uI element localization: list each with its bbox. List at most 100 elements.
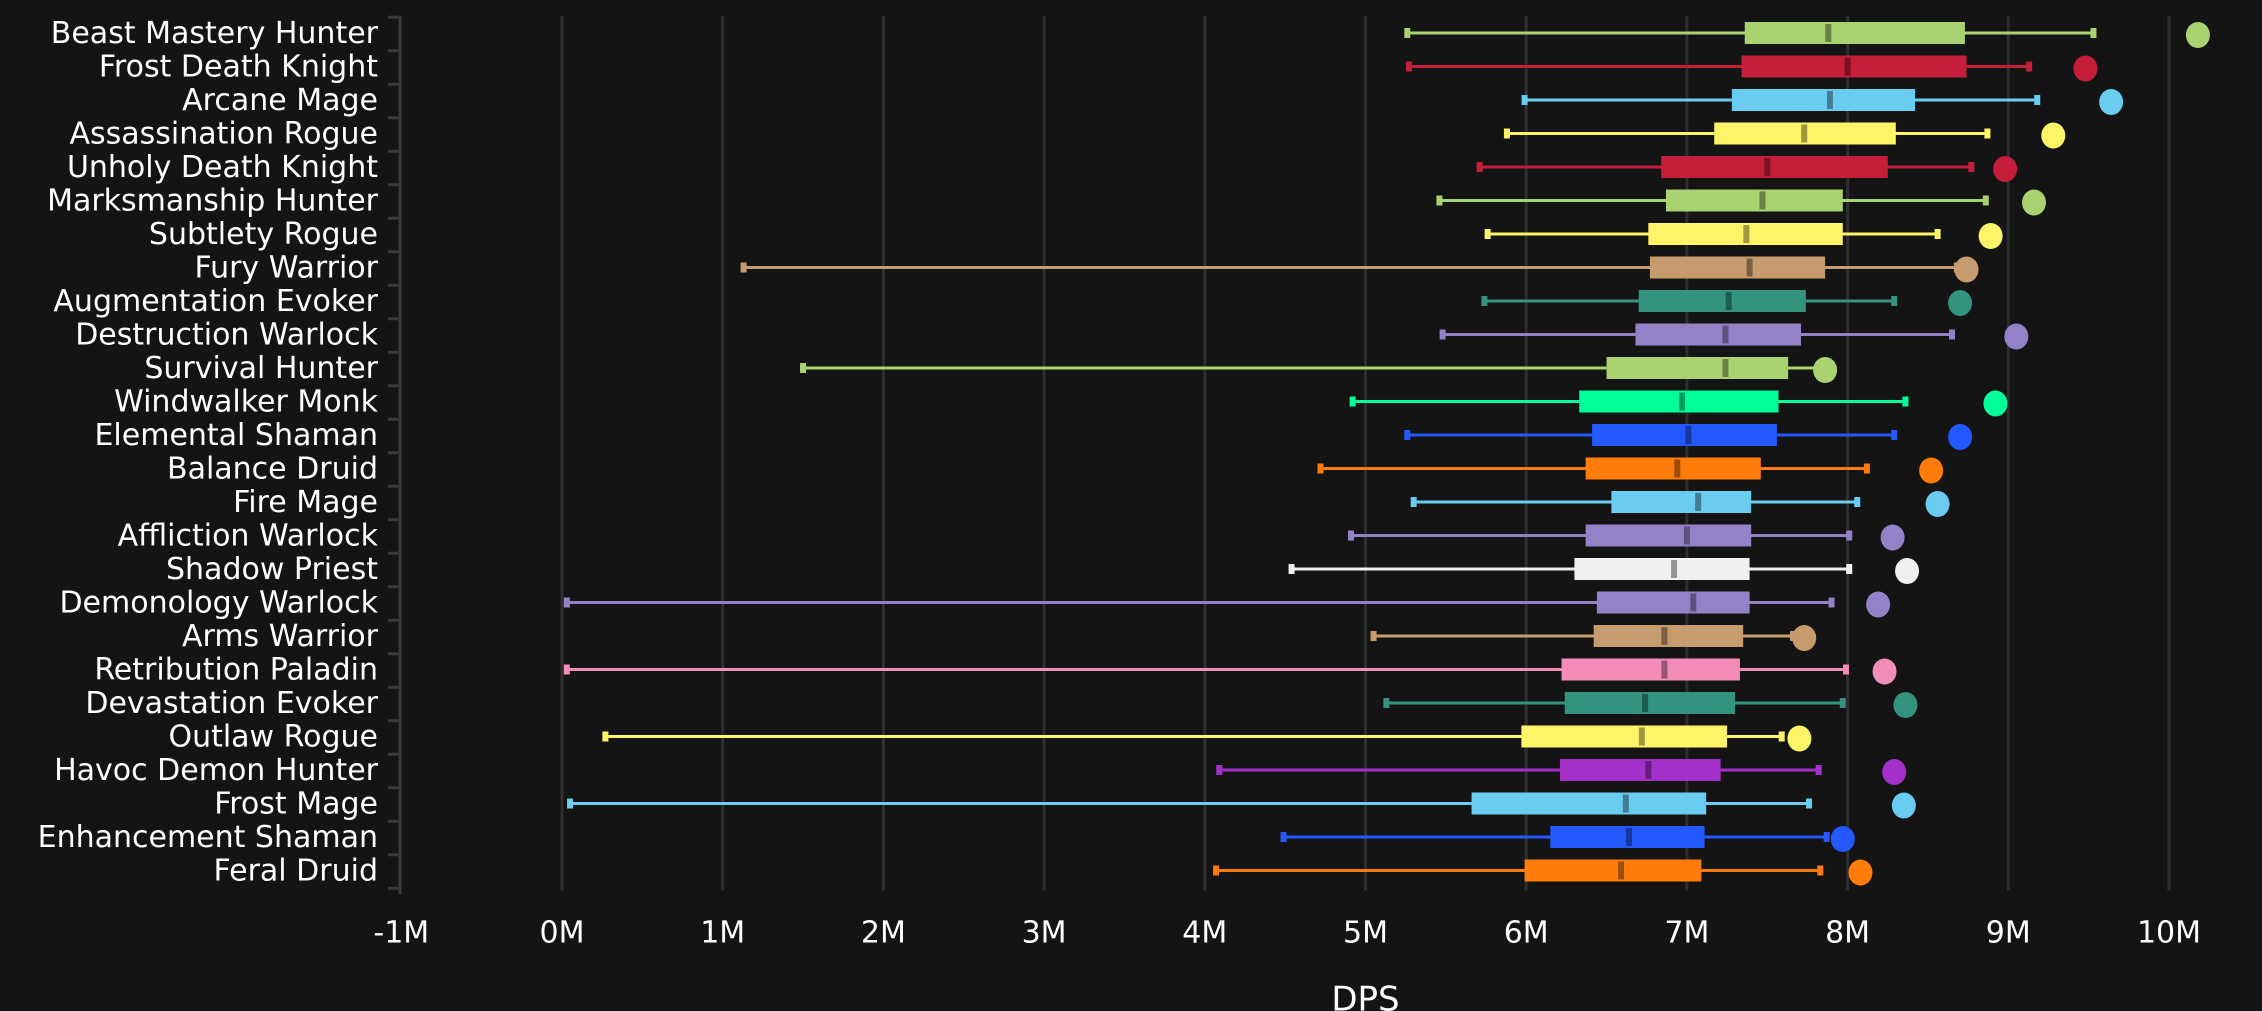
whisker-cap-max: [1949, 329, 1956, 340]
whisker-cap-min: [1436, 195, 1443, 206]
whisker-cap-min: [1216, 765, 1223, 775]
outlier-point: [2004, 323, 2029, 350]
iqr-box: [1524, 859, 1702, 882]
outlier-point: [2022, 189, 2047, 216]
series-row: Enhancement Shaman: [38, 820, 1855, 855]
whisker-cap-max: [1778, 731, 1785, 742]
y-tick-label: Retribution Paladin: [94, 653, 378, 688]
series-row: Elemental Shaman: [94, 418, 1973, 453]
iqr-box: [1635, 323, 1801, 346]
y-tick-label: Survival Hunter: [144, 351, 378, 386]
y-tick-label: Unholy Death Knight: [67, 150, 378, 185]
x-tick-label: 3M: [1022, 916, 1067, 951]
iqr-box: [1559, 759, 1721, 781]
whisker-cap-min: [1348, 530, 1355, 541]
series-row: Marksmanship Hunter: [47, 184, 2047, 219]
whisker-cap-max: [1823, 832, 1830, 842]
whisker-cap-max: [1934, 229, 1941, 239]
whisker-cap-max: [1902, 396, 1909, 407]
whisker-cap-max: [1846, 564, 1853, 574]
median-marker: [1661, 660, 1668, 679]
x-tick-label: 6M: [1504, 916, 1549, 951]
whisker-cap-min: [1503, 128, 1510, 139]
median-marker: [1844, 57, 1851, 76]
x-tick-label: -1M: [373, 916, 429, 951]
whisker-cap-min: [1404, 28, 1411, 38]
median-marker: [1626, 828, 1633, 846]
series-row: Frost Death Knight: [99, 50, 2098, 85]
outlier-point: [1948, 424, 1973, 450]
whisker-cap-min: [567, 798, 574, 809]
x-tick-label: 2M: [861, 916, 906, 951]
outlier-point: [1866, 591, 1891, 618]
y-tick-label: Fury Warrior: [194, 251, 378, 286]
y-tick-label: Beast Mastery Hunter: [51, 16, 379, 51]
series-row: Windwalker Monk: [114, 385, 2008, 420]
whisker-cap-max: [1817, 865, 1824, 876]
whisker-cap-min: [1288, 564, 1295, 574]
y-tick-label: Arcane Mage: [182, 83, 378, 118]
whisker-cap-max: [1839, 698, 1846, 708]
y-tick-label: Arms Warrior: [182, 619, 379, 654]
whisker-cap-max: [1846, 530, 1853, 541]
series-row: Augmentation Evoker: [53, 284, 1973, 319]
y-tick-label: Augmentation Evoker: [53, 284, 378, 319]
whisker-cap-min: [1481, 296, 1488, 306]
iqr-box: [1471, 792, 1707, 815]
median-marker: [1722, 359, 1729, 377]
whisker-cap-min: [1370, 631, 1377, 641]
iqr-box: [1561, 658, 1740, 681]
whisker-cap-max: [1806, 798, 1813, 809]
series-row: Frost Mage: [214, 787, 1916, 822]
outlier-point: [1813, 357, 1838, 383]
iqr-box: [1593, 625, 1744, 647]
iqr-box: [1744, 22, 1965, 44]
outlier-point: [1948, 290, 1973, 316]
median-marker: [1642, 694, 1649, 712]
y-tick-label: Destruction Warlock: [75, 318, 378, 353]
series-row: Arcane Mage: [182, 83, 2124, 118]
whisker-cap-max: [1842, 664, 1849, 675]
grid-lines: [560, 16, 2171, 891]
outlier-point: [2185, 22, 2210, 48]
y-tick-label: Enhancement Shaman: [38, 820, 378, 855]
outlier-point: [2073, 55, 2098, 82]
whisker-cap-min: [563, 664, 570, 675]
outlier-point: [2041, 122, 2066, 149]
y-tick-label: Balance Druid: [167, 452, 378, 487]
whisker-cap-min: [1349, 396, 1356, 407]
whisker-cap-max: [1982, 195, 1989, 206]
median-marker: [1622, 794, 1629, 813]
iqr-box: [1521, 725, 1728, 748]
whisker-cap-min: [1317, 463, 1324, 474]
whisker-cap-max: [1828, 597, 1835, 608]
series-row: Fire Mage: [233, 485, 1950, 520]
whisker-cap-min: [1484, 229, 1491, 239]
whisker-cap-min: [740, 262, 747, 273]
whisker-cap-min: [1280, 832, 1287, 842]
y-tick-label: Outlaw Rogue: [168, 720, 378, 755]
outlier-point: [1919, 457, 1944, 484]
iqr-box: [1574, 558, 1750, 580]
median-marker: [1764, 158, 1771, 176]
iqr-box: [1741, 55, 1967, 78]
whisker-cap-max: [1854, 497, 1861, 507]
whisker-cap-min: [1439, 329, 1446, 340]
iqr-box: [1564, 692, 1736, 714]
iqr-box: [1666, 189, 1843, 212]
y-tick-label: Affliction Warlock: [118, 519, 379, 554]
outlier-point: [1893, 692, 1918, 718]
whisker-cap-max: [1891, 296, 1898, 306]
outlier-point: [1830, 826, 1855, 852]
outlier-point: [1891, 792, 1916, 819]
whisker-cap-min: [563, 597, 570, 608]
iqr-box: [1596, 591, 1750, 614]
series-row: Beast Mastery Hunter: [51, 16, 2210, 51]
whisker-cap-min: [602, 731, 609, 742]
median-marker: [1685, 426, 1692, 444]
iqr-box: [1611, 491, 1752, 513]
iqr-box: [1585, 457, 1761, 480]
iqr-box: [1638, 290, 1806, 312]
